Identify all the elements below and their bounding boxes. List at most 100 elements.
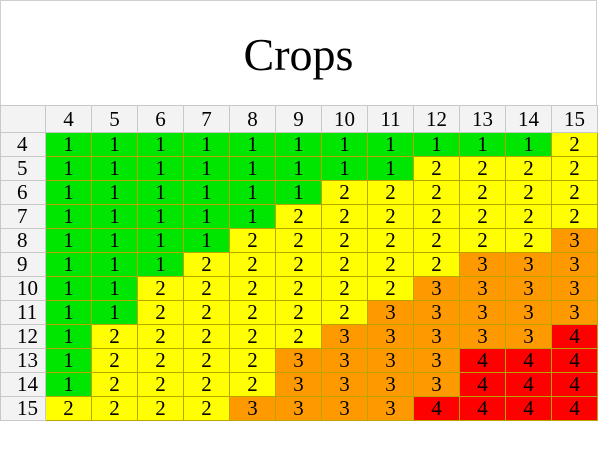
column-header-4: 4	[45, 105, 92, 133]
heatmap-cell: 2	[321, 228, 368, 253]
heatmap-cell: 1	[413, 132, 460, 157]
heatmap-cell: 1	[183, 204, 230, 229]
heatmap-cell: 2	[275, 228, 322, 253]
heatmap-cell: 4	[551, 324, 598, 349]
row-header-4: 4	[0, 132, 46, 157]
heatmap-cell: 1	[45, 300, 92, 325]
heatmap-cell: 2	[413, 180, 460, 205]
chart-title-area: Crops	[0, 0, 597, 105]
chart-title: Crops	[243, 28, 354, 80]
heatmap-cell: 2	[91, 396, 138, 421]
heatmap-cell: 4	[505, 348, 552, 373]
heatmap-cell: 1	[183, 156, 230, 181]
heatmap-cell: 2	[91, 348, 138, 373]
heatmap-cell: 2	[505, 180, 552, 205]
heatmap-cell: 2	[183, 324, 230, 349]
heatmap-cell: 4	[551, 372, 598, 397]
row-header-6: 6	[0, 180, 46, 205]
column-header-13: 13	[459, 105, 506, 133]
heatmap-cell: 1	[91, 156, 138, 181]
column-header-10: 10	[321, 105, 368, 133]
heatmap-cell: 2	[183, 372, 230, 397]
heatmap-cell: 2	[275, 252, 322, 277]
row-header-9: 9	[0, 252, 46, 277]
heatmap-cell: 3	[505, 252, 552, 277]
heatmap-cell: 2	[275, 276, 322, 301]
heatmap-cell: 2	[551, 180, 598, 205]
heatmap-cell: 1	[505, 132, 552, 157]
heatmap-cell: 1	[91, 132, 138, 157]
heatmap-cell: 2	[459, 204, 506, 229]
column-header-12: 12	[413, 105, 460, 133]
row-header-13: 13	[0, 348, 46, 373]
heatmap-cell: 3	[551, 252, 598, 277]
heatmap-cell: 1	[45, 156, 92, 181]
column-header-6: 6	[137, 105, 184, 133]
heatmap-cell: 2	[413, 252, 460, 277]
heatmap-cell: 1	[91, 180, 138, 205]
heatmap-cell: 1	[321, 156, 368, 181]
heatmap-cell: 2	[505, 228, 552, 253]
heatmap-cell: 2	[91, 372, 138, 397]
column-header-row: 4 5 6 7 8 9 10 11 12 13 14 15	[0, 105, 598, 133]
heatmap-cell: 3	[413, 300, 460, 325]
heatmap-cell: 3	[321, 348, 368, 373]
table-row: 10 1 1 2 2 2 2 2 2 3 3 3 3	[0, 276, 598, 301]
heatmap-cell: 2	[321, 276, 368, 301]
heatmap-cell: 2	[229, 372, 276, 397]
heatmap-cell: 3	[551, 228, 598, 253]
heatmap-cell: 4	[413, 396, 460, 421]
heatmap-cell: 1	[275, 132, 322, 157]
heatmap-cell: 1	[137, 156, 184, 181]
heatmap-cell: 4	[551, 348, 598, 373]
heatmap-cell: 1	[45, 132, 92, 157]
heatmap-cell: 1	[183, 180, 230, 205]
heatmap-cell: 2	[183, 252, 230, 277]
heatmap-cell: 2	[367, 228, 414, 253]
heatmap-cell: 2	[229, 324, 276, 349]
heatmap-cell: 1	[229, 180, 276, 205]
heatmap-cell: 4	[551, 396, 598, 421]
heatmap-cell: 2	[275, 204, 322, 229]
heatmap-cell: 3	[367, 300, 414, 325]
heatmap-cell: 1	[45, 276, 92, 301]
heatmap-cell: 2	[183, 300, 230, 325]
heatmap-cell: 2	[137, 324, 184, 349]
heatmap-cell: 2	[321, 180, 368, 205]
heatmap-cell: 1	[229, 204, 276, 229]
heatmap-cell: 1	[137, 252, 184, 277]
heatmap-cell: 3	[459, 276, 506, 301]
heatmap-cell: 3	[459, 252, 506, 277]
heatmap-cell: 1	[137, 228, 184, 253]
heatmap-cell: 2	[551, 132, 598, 157]
heatmap-cell: 3	[367, 396, 414, 421]
column-header-5: 5	[91, 105, 138, 133]
heatmap-cell: 1	[91, 228, 138, 253]
heatmap-cell: 3	[459, 300, 506, 325]
heatmap-cell: 2	[413, 204, 460, 229]
heatmap-cell: 3	[505, 300, 552, 325]
heatmap-cell: 2	[137, 348, 184, 373]
heatmap-cell: 4	[459, 396, 506, 421]
heatmap-cell: 3	[275, 372, 322, 397]
heatmap-cell: 1	[367, 156, 414, 181]
table-row: 11 1 1 2 2 2 2 2 3 3 3 3 3	[0, 300, 598, 325]
heatmap-cell: 3	[413, 276, 460, 301]
heatmap-cell: 3	[367, 348, 414, 373]
column-header-8: 8	[229, 105, 276, 133]
heatmap-cell: 2	[229, 252, 276, 277]
heatmap-cell: 2	[183, 276, 230, 301]
heatmap-cell: 2	[275, 324, 322, 349]
heatmap-cell: 1	[91, 300, 138, 325]
heatmap-cell: 2	[321, 204, 368, 229]
heatmap-cell: 2	[321, 252, 368, 277]
heatmap-cell: 3	[413, 372, 460, 397]
heatmap-cell: 2	[229, 300, 276, 325]
column-header-9: 9	[275, 105, 322, 133]
heatmap-cell: 2	[137, 372, 184, 397]
